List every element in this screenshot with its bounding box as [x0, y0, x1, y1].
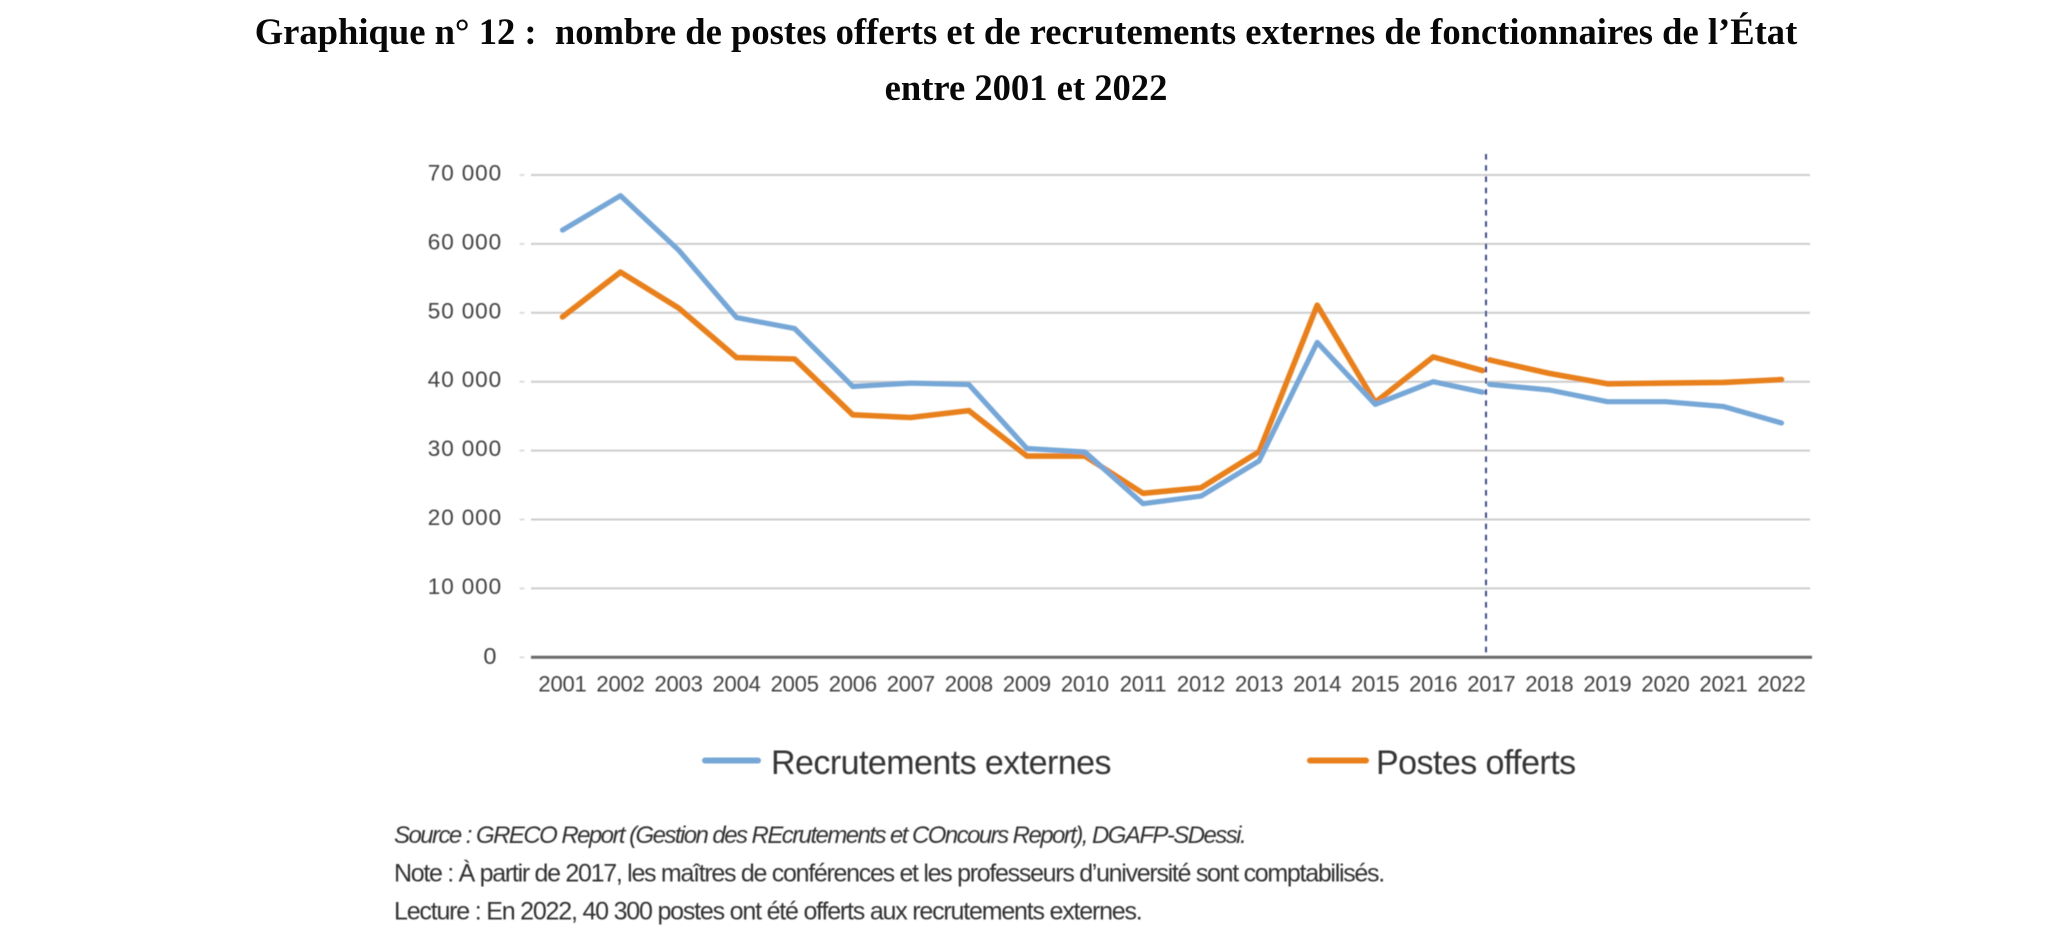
svg-text:2001: 2001: [538, 672, 586, 697]
svg-text:2013: 2013: [1235, 672, 1283, 697]
svg-text:2003: 2003: [655, 672, 703, 697]
svg-text:2017: 2017: [1467, 672, 1515, 697]
svg-text:2009: 2009: [1003, 672, 1051, 697]
svg-text:2012: 2012: [1177, 672, 1225, 697]
svg-text:70 000: 70 000: [428, 161, 502, 186]
svg-text:10 000: 10 000: [428, 574, 502, 599]
svg-text:Lecture : En 2022, 40 300 post: Lecture : En 2022, 40 300 postes ont été…: [394, 898, 1142, 926]
svg-text:2020: 2020: [1641, 672, 1689, 697]
svg-text:2015: 2015: [1351, 672, 1399, 697]
svg-text:0: 0: [483, 643, 496, 669]
svg-text:2018: 2018: [1525, 672, 1573, 697]
svg-text:entre 2001 et 2022: entre 2001 et 2022: [885, 67, 1168, 108]
svg-text:2008: 2008: [945, 672, 993, 697]
svg-text:30 000: 30 000: [428, 436, 502, 461]
svg-text:50 000: 50 000: [428, 298, 502, 323]
svg-text:2021: 2021: [1699, 672, 1747, 697]
svg-text:60 000: 60 000: [428, 229, 502, 254]
svg-text:20 000: 20 000: [428, 505, 502, 530]
svg-text:2007: 2007: [887, 672, 935, 697]
svg-text:2014: 2014: [1293, 672, 1341, 697]
svg-text:2006: 2006: [829, 672, 877, 697]
svg-text:Graphique n° 12 : nombre de p: Graphique n° 12 : nombre de postes offer…: [255, 11, 1798, 52]
svg-text:2010: 2010: [1061, 672, 1109, 697]
svg-text:2022: 2022: [1757, 672, 1805, 697]
svg-text:2005: 2005: [771, 672, 819, 697]
svg-text:2002: 2002: [596, 672, 644, 697]
svg-text:Recrutements externes: Recrutements externes: [771, 744, 1111, 782]
svg-text:Source : GRECO Report (Gestion: Source : GRECO Report (Gestion des REcru…: [394, 822, 1245, 849]
svg-text:Postes offerts: Postes offerts: [1376, 744, 1576, 782]
svg-text:40 000: 40 000: [428, 367, 502, 392]
svg-text:Note : À partir de 2017, les m: Note : À partir de 2017, les maîtres de …: [394, 859, 1384, 888]
svg-text:2016: 2016: [1409, 672, 1457, 697]
svg-text:2004: 2004: [713, 672, 761, 697]
svg-text:2011: 2011: [1120, 672, 1167, 697]
svg-text:2019: 2019: [1583, 672, 1631, 697]
